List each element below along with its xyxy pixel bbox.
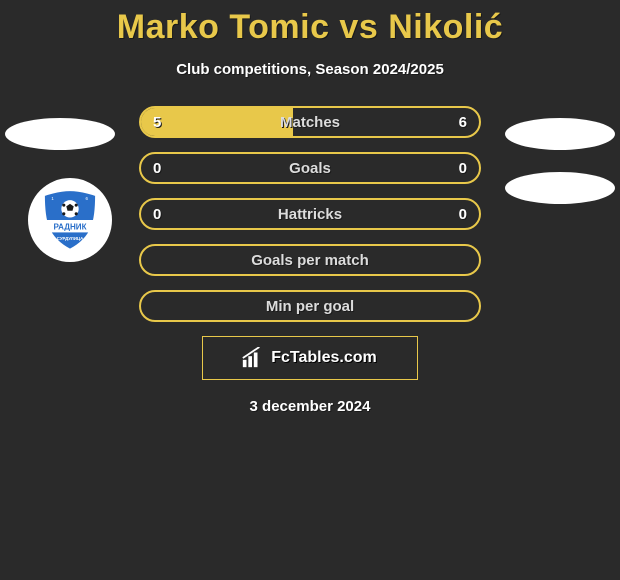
player-right-pill-2 [505, 172, 615, 204]
club-badge-svg: РАДНИК СУРДУЛИЦА 1 6 [39, 189, 101, 251]
player-right-pill-1 [505, 118, 615, 150]
stat-bar-goals: 00Goals [139, 152, 481, 184]
comparison-content: РАДНИК СУРДУЛИЦА 1 6 56Matches 00Goals 00H… [0, 106, 620, 415]
stat-bar-matches: 56Matches [139, 106, 481, 138]
brand-chart-icon [241, 347, 263, 369]
date-text: 3 december 2024 [0, 398, 620, 415]
stat-label: Goals [141, 154, 479, 182]
player-left-pill [5, 118, 115, 150]
stat-label: Goals per match [141, 246, 479, 274]
stat-label: Min per goal [141, 292, 479, 320]
brand-text: FcTables.com [269, 349, 379, 367]
page-title: Marko Tomic vs Nikolić [0, 0, 620, 47]
badge-bottom-text: СУРДУЛИЦА [57, 236, 84, 241]
stat-label: Hattricks [141, 200, 479, 228]
brand-box: FcTables.com [202, 336, 418, 380]
subtitle: Club competitions, Season 2024/2025 [0, 61, 620, 78]
badge-top-text: РАДНИК [53, 222, 86, 231]
stat-bars: 56Matches 00Goals 00Hattricks Goals per mat… [139, 106, 481, 322]
stat-bar-min-per-goal: Min per goal [139, 290, 481, 322]
stat-label: Matches [141, 108, 479, 136]
club-badge: РАДНИК СУРДУЛИЦА 1 6 [28, 178, 112, 262]
stat-bar-goals-per-match: Goals per match [139, 244, 481, 276]
stat-bar-hattricks: 00Hattricks [139, 198, 481, 230]
